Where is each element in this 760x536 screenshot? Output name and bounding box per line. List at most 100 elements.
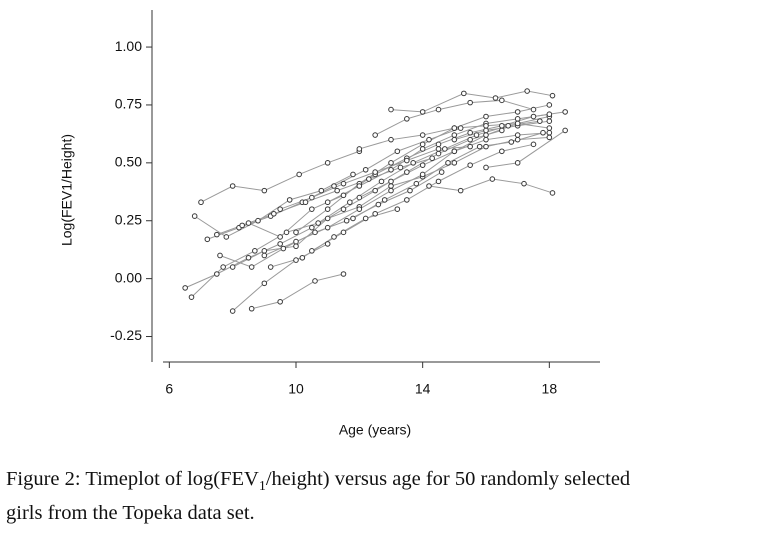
data-point <box>530 106 537 113</box>
data-point <box>435 141 442 148</box>
data-point <box>461 90 467 97</box>
data-point <box>549 190 556 196</box>
data-point <box>404 116 410 122</box>
data-point <box>261 280 268 287</box>
data-point <box>483 113 489 120</box>
data-point <box>546 125 553 131</box>
data-point <box>419 162 426 168</box>
data-point <box>293 238 299 245</box>
data-point <box>537 118 543 124</box>
data-point <box>476 143 483 150</box>
data-point <box>457 187 464 194</box>
data-point <box>356 206 363 212</box>
data-point <box>286 197 293 203</box>
caption-text: girls from the Topeka data set. <box>6 502 255 525</box>
data-point <box>388 178 394 185</box>
data-point <box>214 271 220 277</box>
data-point <box>394 148 401 155</box>
data-point <box>483 164 489 171</box>
data-point <box>245 254 252 261</box>
data-point <box>530 141 537 148</box>
data-point <box>229 308 236 314</box>
data-point <box>309 224 315 231</box>
x-tick-label: 14 <box>415 381 431 397</box>
x-tick-label: 6 <box>165 381 173 397</box>
data-point <box>467 162 473 168</box>
data-point <box>514 160 521 166</box>
data-point <box>261 252 268 259</box>
y-tick-label: 0.00 <box>115 269 142 285</box>
data-point <box>293 243 299 250</box>
x-tick-label: 18 <box>542 381 558 397</box>
data-point <box>362 166 369 173</box>
data-point <box>299 254 306 261</box>
chart: Age (years) Log(FEV1/Height) -0.25 0.00 0.… <box>59 10 600 438</box>
data-point <box>372 169 378 175</box>
data-point <box>457 125 464 131</box>
data-point <box>483 132 489 138</box>
data-point <box>296 171 302 178</box>
data-point <box>324 206 331 212</box>
data-point <box>217 252 223 259</box>
data-point <box>248 264 255 270</box>
data-point <box>356 146 363 152</box>
data-point <box>309 248 315 254</box>
data-point <box>514 136 521 143</box>
series-line <box>352 132 544 219</box>
data-point <box>467 143 473 150</box>
data-point <box>394 206 401 212</box>
data-point <box>340 229 347 236</box>
data-point <box>372 210 378 217</box>
data-point <box>404 169 410 175</box>
data-point <box>271 210 277 217</box>
data-point <box>499 148 505 155</box>
data-point <box>239 222 245 229</box>
series-line <box>219 171 442 268</box>
y-tick-label: 1.00 <box>115 38 142 54</box>
data-point <box>388 136 394 143</box>
data-point <box>419 146 426 152</box>
series-line <box>485 130 566 168</box>
data-point <box>366 176 372 182</box>
data-point <box>340 206 347 212</box>
data-point <box>445 160 451 166</box>
data-point <box>347 199 353 206</box>
series-line <box>390 90 553 113</box>
data-point <box>435 106 442 113</box>
data-point <box>261 248 268 254</box>
data-point <box>483 143 489 150</box>
data-point <box>451 148 458 155</box>
data-point <box>324 160 331 166</box>
series-line <box>191 120 540 298</box>
data-point <box>467 99 473 106</box>
data-point <box>350 215 356 222</box>
data-point <box>483 127 489 134</box>
data-point <box>397 164 404 171</box>
data-point <box>540 129 546 136</box>
data-point <box>324 215 331 222</box>
data-point <box>508 139 515 145</box>
data-point <box>375 201 382 208</box>
data-point <box>356 194 363 201</box>
series-line <box>194 173 354 238</box>
data-point <box>435 178 442 185</box>
y-tick-label: -0.25 <box>110 327 142 343</box>
data-point <box>489 176 496 182</box>
data-point <box>521 180 527 187</box>
data-point <box>267 264 274 270</box>
data-point <box>362 215 369 222</box>
y-tick-label: 0.50 <box>115 154 142 170</box>
data-point <box>451 125 458 131</box>
data-point <box>312 229 318 236</box>
data-point <box>419 132 426 138</box>
data-point <box>546 134 553 141</box>
data-point <box>442 146 448 152</box>
series-line <box>232 136 550 268</box>
data-point <box>388 106 394 113</box>
data-point <box>473 132 480 138</box>
data-point <box>331 234 337 240</box>
data-point <box>229 264 236 270</box>
data-point <box>499 97 505 104</box>
series-line <box>374 99 534 136</box>
data-point <box>277 241 283 247</box>
